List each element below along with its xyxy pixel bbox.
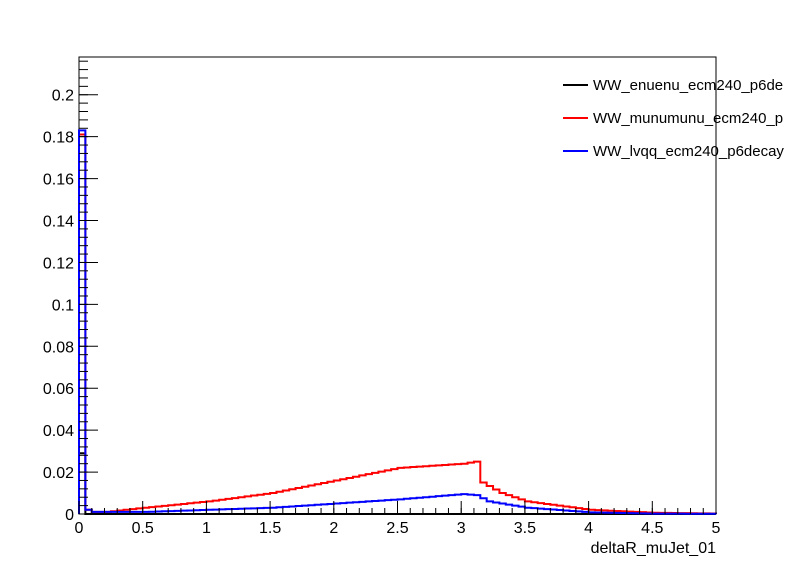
x-axis-title: deltaR_muJet_01 <box>591 540 717 557</box>
x-tick-label: 0.5 <box>132 520 154 537</box>
y-tick-label: 0.16 <box>43 172 74 189</box>
x-axis: 0 0.5 1 1.5 2 2.5 3 3.5 4 4.5 5 <box>75 501 721 537</box>
y-tick-label: 0.2 <box>52 88 74 105</box>
legend-label: WW_munumunu_ecm240_p <box>593 110 783 127</box>
x-tick-label: 4.5 <box>641 520 663 537</box>
y-tick-label: 0 <box>65 507 74 524</box>
y-tick-label: 0.12 <box>43 255 74 272</box>
y-tick-label: 0.1 <box>52 297 74 314</box>
x-tick-label: 1.5 <box>259 520 281 537</box>
legend-label: WW_enuenu_ecm240_p6de <box>593 77 783 94</box>
x-tick-label: 4 <box>584 520 593 537</box>
y-tick-label: 0.14 <box>43 214 74 231</box>
series-line-1 <box>78 133 717 515</box>
x-tick-label: 5 <box>712 520 721 537</box>
x-tick-label: 0 <box>75 520 84 537</box>
x-tick-label: 2.5 <box>386 520 408 537</box>
y-tick-label: 0.04 <box>43 423 74 440</box>
series-line-0 <box>78 452 716 515</box>
legend: WW_enuenu_ecm240_p6de WW_munumunu_ecm240_… <box>563 77 784 160</box>
legend-label: WW_lvqq_ecm240_p6decay <box>593 143 784 160</box>
y-tick-label: 0.06 <box>43 381 74 398</box>
x-tick-label: 3.5 <box>514 520 536 537</box>
y-tick-label: 0.02 <box>43 465 74 482</box>
y-tick-label: 0.08 <box>43 339 74 356</box>
y-tick-label: 0.18 <box>43 130 74 147</box>
x-tick-label: 3 <box>457 520 466 537</box>
y-axis: 0 0.02 0.04 0.06 0.08 0.1 0.12 0.14 0.16 0.18 0.2 <box>43 60 98 524</box>
x-tick-label: 1 <box>202 520 211 537</box>
series-line-2 <box>78 129 717 515</box>
series-layer <box>78 129 717 515</box>
x-tick-label: 2 <box>329 520 338 537</box>
